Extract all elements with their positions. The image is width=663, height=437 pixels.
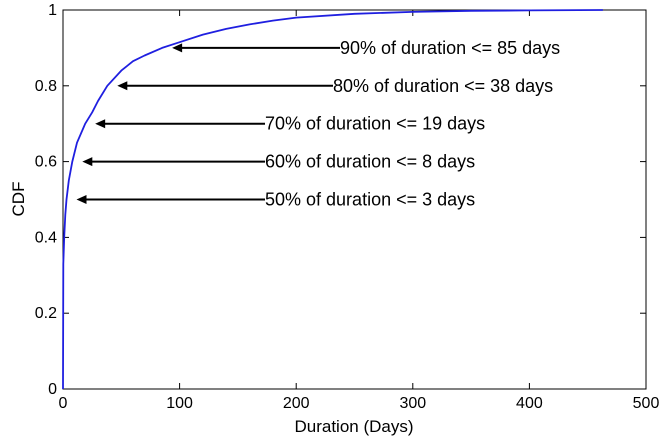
x-tick-label: 0	[59, 395, 68, 412]
x-tick-label: 500	[633, 395, 660, 412]
x-tick-label: 300	[399, 395, 426, 412]
annotation: 90% of duration <= 85 days	[172, 38, 560, 58]
annotation-arrowhead	[172, 43, 183, 53]
y-tick-label: 0.4	[35, 229, 57, 246]
y-axis-label: CDF	[9, 182, 28, 217]
x-axis-label: Duration (Days)	[294, 417, 413, 436]
y-tick-label: 0.2	[35, 305, 57, 322]
y-tick-label: 0.6	[35, 154, 57, 171]
y-tick-label: 0	[48, 381, 57, 398]
annotation: 60% of duration <= 8 days	[82, 152, 475, 172]
x-tick-label: 100	[166, 395, 193, 412]
axis-ticks: 0 100 200 300 400 500 0 0.2 0.4 0.6 0.8 1	[35, 2, 660, 412]
annotation-layer: 90% of duration <= 85 days 80% of duratio…	[76, 38, 560, 210]
curve-layer	[62, 9, 603, 390]
x-tick-label: 400	[516, 395, 543, 412]
annotation: 80% of duration <= 38 days	[117, 76, 553, 96]
annotation: 70% of duration <= 19 days	[95, 114, 485, 134]
x-tick-label: 200	[283, 395, 310, 412]
annotation-label: 60% of duration <= 8 days	[265, 152, 475, 172]
annotation-label: 50% of duration <= 3 days	[265, 190, 475, 210]
y-tick-label: 0.8	[35, 78, 57, 95]
cdf-series-line	[62, 9, 603, 390]
annotation-arrowhead	[82, 157, 93, 167]
annotation-label: 70% of duration <= 19 days	[265, 114, 485, 134]
annotation-label: 90% of duration <= 85 days	[340, 38, 560, 58]
annotation-arrowhead	[95, 119, 106, 129]
annotation-arrowhead	[76, 195, 87, 204]
annotation-label: 80% of duration <= 38 days	[333, 76, 553, 96]
annotation: 50% of duration <= 3 days	[76, 190, 475, 210]
annotation-arrowhead	[117, 81, 128, 91]
y-tick-label: 1	[48, 2, 57, 19]
